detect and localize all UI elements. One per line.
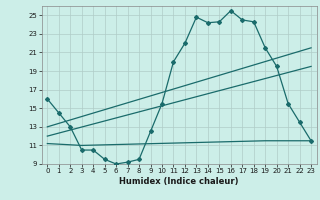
X-axis label: Humidex (Indice chaleur): Humidex (Indice chaleur) — [119, 177, 239, 186]
